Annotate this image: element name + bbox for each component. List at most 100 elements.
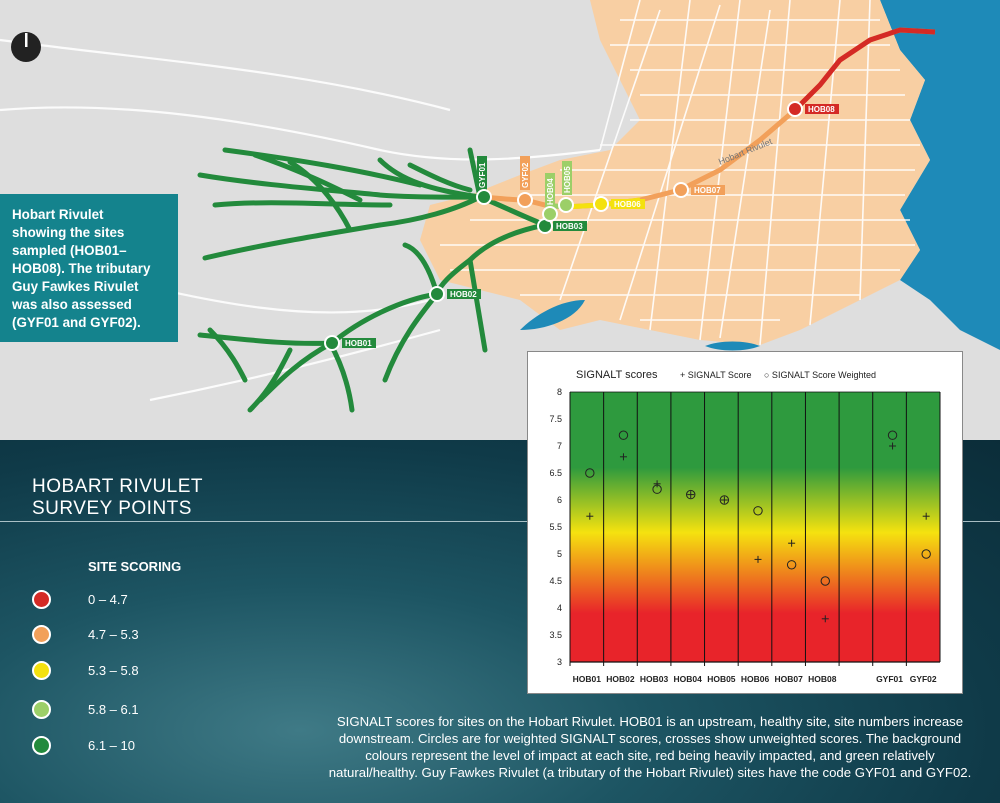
legend-label: 0 – 4.7	[88, 591, 128, 607]
site-label-bg	[562, 161, 572, 195]
y-tick-label: 7.5	[549, 414, 562, 424]
site-label-bg	[342, 338, 376, 348]
cross-point	[788, 539, 796, 547]
legend-label: 6.1 – 10	[88, 737, 135, 753]
site-dot	[517, 192, 533, 208]
divider	[0, 521, 1000, 522]
streams	[197, 147, 548, 413]
info-line: Guy Fawkes Rivulet	[12, 279, 139, 294]
circle-point	[820, 576, 830, 586]
site-label: HOB05	[563, 166, 572, 193]
site-label: HOB07	[694, 186, 721, 195]
cross-point	[889, 442, 897, 450]
x-tick-label: HOB01	[573, 674, 602, 684]
site-marker-hob04: HOB04	[542, 173, 558, 222]
circle-point	[753, 506, 763, 516]
cross-point	[586, 512, 594, 520]
y-tick-label: 3.5	[549, 630, 562, 640]
legend-dot	[32, 589, 51, 609]
site-label-bg	[520, 156, 530, 190]
circle-point	[618, 430, 629, 440]
cross-point	[720, 496, 728, 504]
site-markers: HOB01 HOB02 HOB03 HOB04 HOB05 HOB06 HOB07 HOB08…	[324, 101, 839, 351]
caption: SIGNALT scores for sites on the Hobart R…	[328, 714, 972, 780]
site-marker-gyf02: GYF02	[517, 156, 533, 208]
site-dot	[542, 206, 558, 222]
site-label-bg	[477, 156, 487, 190]
y-tick-label: 7	[557, 441, 562, 451]
info-line: (GYF01 and GYF02).	[12, 315, 141, 330]
legend-item: 5.3 – 5.8	[32, 659, 139, 681]
legend-dot	[32, 624, 51, 644]
site-dot	[787, 101, 803, 117]
urban-area	[420, 0, 930, 345]
site-dot	[476, 189, 492, 205]
x-tick-label: HOB04	[674, 674, 703, 684]
site-dot	[593, 196, 609, 212]
site-label: HOB04	[546, 178, 555, 205]
site-marker-hob01: HOB01	[324, 335, 376, 351]
x-tick-label: HOB05	[707, 674, 736, 684]
page-title: HOBART RIVULET SURVEY POINTS	[32, 476, 203, 520]
x-tick-label: HOB03	[640, 674, 669, 684]
site-label: GYF02	[521, 162, 530, 188]
info-line: sampled (HOB01–	[12, 243, 127, 258]
site-marker-hob08: HOB08	[787, 101, 839, 117]
legend-item: 0 – 4.7	[32, 588, 128, 610]
site-marker-hob06: HOB06	[593, 196, 645, 212]
y-tick-label: 3	[557, 657, 562, 667]
chart-background	[570, 392, 940, 662]
x-tick-label: HOB06	[741, 674, 770, 684]
legend-cross: + SIGNALT Score	[680, 370, 751, 380]
legend-dot	[32, 660, 51, 680]
street-network	[440, 0, 920, 346]
y-tick-label: 5	[557, 549, 562, 559]
circle-point	[921, 549, 931, 559]
site-label: HOB06	[614, 200, 641, 209]
info-line: was also assessed	[12, 297, 132, 312]
site-label-bg	[553, 221, 587, 231]
y-tick-label: 6.5	[549, 468, 562, 478]
sea	[880, 0, 1000, 350]
cross-point	[821, 615, 829, 623]
x-tick-label: HOB02	[606, 674, 635, 684]
site-marker-hob05: HOB05	[558, 161, 574, 213]
info-line: HOB08). The tributary	[12, 261, 151, 276]
x-tick-label: HOB08	[808, 674, 837, 684]
site-label: HOB08	[808, 105, 835, 114]
circle-point	[652, 484, 662, 494]
site-dot	[558, 197, 574, 213]
legend-label: 4.7 – 5.3	[88, 626, 139, 642]
x-tick-label: GYF01	[876, 674, 903, 684]
cross-point	[922, 512, 930, 520]
legend-dot	[32, 699, 51, 719]
map: Hobart Rivulet HOB01 HOB02 HOB03 HOB04 HOB05…	[0, 0, 1000, 440]
site-marker-hob03: HOB03	[537, 218, 587, 234]
cross-point	[653, 480, 661, 488]
site-dot	[429, 286, 445, 302]
legend-item: 5.8 – 6.1	[32, 698, 139, 720]
site-label: GYF01	[478, 162, 487, 188]
cross-point	[619, 453, 627, 461]
circle-point	[719, 495, 730, 505]
y-tick-label: 5.5	[549, 522, 562, 532]
title-line-2: SURVEY POINTS	[32, 498, 192, 519]
site-marker-hob02: HOB02	[429, 286, 481, 302]
title-line-1: HOBART RIVULET	[32, 476, 204, 497]
legend-item: 6.1 – 10	[32, 734, 135, 756]
legend-circle: ○ SIGNALT Score Weighted	[764, 370, 876, 380]
site-label-bg	[447, 289, 481, 299]
cross-point	[687, 491, 695, 499]
circle-point	[887, 430, 898, 440]
site-label-bg	[805, 104, 839, 114]
y-tick-label: 4.5	[549, 576, 562, 586]
info-box: Hobart Rivulet showing the sites sampled…	[0, 194, 178, 342]
legend-title: SITE SCORING	[88, 559, 182, 574]
site-dot	[673, 182, 689, 198]
signalt-chart: SIGNALT scores + SIGNALT Score ○ SIGNALT S…	[549, 369, 941, 684]
circle-point	[585, 468, 595, 478]
legend-item: 4.7 – 5.3	[32, 623, 139, 645]
north-arrow-icon	[11, 32, 41, 62]
site-label: HOB01	[345, 339, 372, 348]
site-label: HOB03	[556, 222, 583, 231]
